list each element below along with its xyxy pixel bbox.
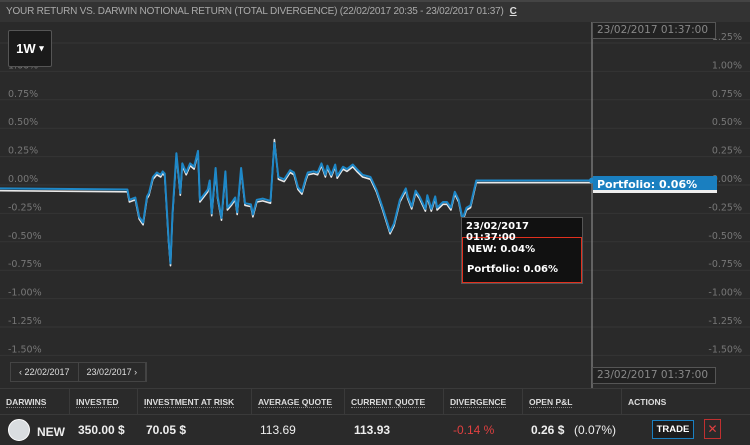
y-tick-label-left: 0.50% [8, 117, 38, 128]
crosshair-time-bottom: 23/02/2017 01:37:00 [592, 367, 716, 384]
col-divergence[interactable]: DIVERGENCE [444, 389, 523, 415]
pnl-percent: (0.07%) [574, 423, 617, 437]
series-line-new [0, 142, 592, 265]
y-tick-label-left: -0.25% [8, 202, 42, 213]
y-tick-label-right: 1.00% [712, 60, 742, 71]
trade-button[interactable]: TRADE [652, 420, 694, 439]
chart-title: YOUR RETURN VS. DARWIN NOTIONAL RETURN (… [6, 6, 504, 17]
col-invested[interactable]: INVESTED [70, 389, 138, 415]
crosshair-time-top: 23/02/2017 01:37:00 [592, 22, 716, 39]
refresh-icon[interactable]: C [509, 6, 517, 17]
y-tick-label-left: -1.00% [8, 288, 42, 299]
tooltip-new: NEW: 0.04% [467, 244, 536, 255]
portfolio-flag: Portfolio: 0.06% [593, 176, 717, 193]
tooltip-date: 23/02/2017 01:37:00 [466, 221, 529, 243]
y-tick-label-right: -1.50% [708, 344, 742, 355]
invested-value: 350.00 $ [78, 423, 125, 437]
date-navigation: ‹ 22/02/2017 23/02/2017 › [10, 362, 148, 382]
col-investment-at-risk[interactable]: INVESTMENT AT RISK [138, 389, 252, 415]
next-date-button[interactable]: 23/02/2017 › [79, 363, 147, 381]
chart-title-bar: YOUR RETURN VS. DARWIN NOTIONAL RETURN (… [0, 0, 750, 22]
range-selector[interactable]: 1W ▾ [8, 30, 52, 67]
y-tick-label-right: -1.25% [708, 316, 742, 327]
darwins-table: DARWINS INVESTED INVESTMENT AT RISK AVER… [0, 388, 750, 444]
y-tick-label-right: -0.75% [708, 259, 742, 270]
y-tick-label-right: -0.25% [708, 202, 742, 213]
y-tick-label-left: 0.00% [8, 174, 38, 185]
y-tick-label-left: 0.25% [8, 146, 38, 157]
current-quote-value: 113.93 [354, 423, 391, 437]
y-tick-label-right: -0.50% [708, 231, 742, 242]
at-risk-value: 70.05 $ [146, 423, 187, 437]
divergence-chart: 1.25%1.25%1.00%1.00%0.75%0.75%0.50%0.50%… [0, 22, 750, 388]
y-tick-label-left: -0.50% [8, 231, 42, 242]
col-darwins[interactable]: DARWINS [0, 389, 70, 415]
y-tick-label-right: -1.00% [708, 288, 742, 299]
caret-down-icon: ▾ [39, 43, 44, 53]
y-tick-label-right: 0.50% [712, 117, 742, 128]
close-icon[interactable]: ✕ [704, 419, 721, 439]
range-label: 1W [16, 41, 36, 56]
table-row: NEW 350.00 $ 70.05 $ 113.69 113.93 -0.14… [0, 415, 750, 445]
y-tick-label-left: -1.25% [8, 316, 42, 327]
darwin-name[interactable]: NEW [37, 425, 65, 439]
y-tick-label-left: -1.50% [8, 344, 42, 355]
pnl-value: 0.26 $ [531, 423, 565, 437]
col-open-pnl[interactable]: OPEN P&L [523, 389, 622, 415]
y-tick-label-right: 1.25% [712, 32, 742, 43]
col-average-quote[interactable]: AVERAGE QUOTE [252, 389, 345, 415]
y-tick-label-right: 0.00% [712, 174, 742, 185]
col-current-quote[interactable]: CURRENT QUOTE [345, 389, 444, 415]
y-tick-label-left: -0.75% [8, 259, 42, 270]
col-actions: ACTIONS [628, 397, 667, 407]
average-quote-value: 113.69 [260, 423, 296, 437]
prev-date-button[interactable]: ‹ 22/02/2017 [11, 363, 79, 381]
y-tick-label-right: 0.25% [712, 146, 742, 157]
divergence-value: -0.14 % [453, 423, 495, 437]
y-tick-label-left: 0.75% [8, 89, 38, 100]
tooltip-portfolio: Portfolio: 0.06% [467, 264, 559, 275]
chart-tooltip: 23/02/2017 01:37:00 NEW: 0.04% Portfolio… [461, 217, 583, 284]
table-header: DARWINS INVESTED INVESTMENT AT RISK AVER… [0, 389, 750, 415]
y-tick-label-right: 0.75% [712, 89, 742, 100]
darwin-avatar [8, 419, 30, 441]
